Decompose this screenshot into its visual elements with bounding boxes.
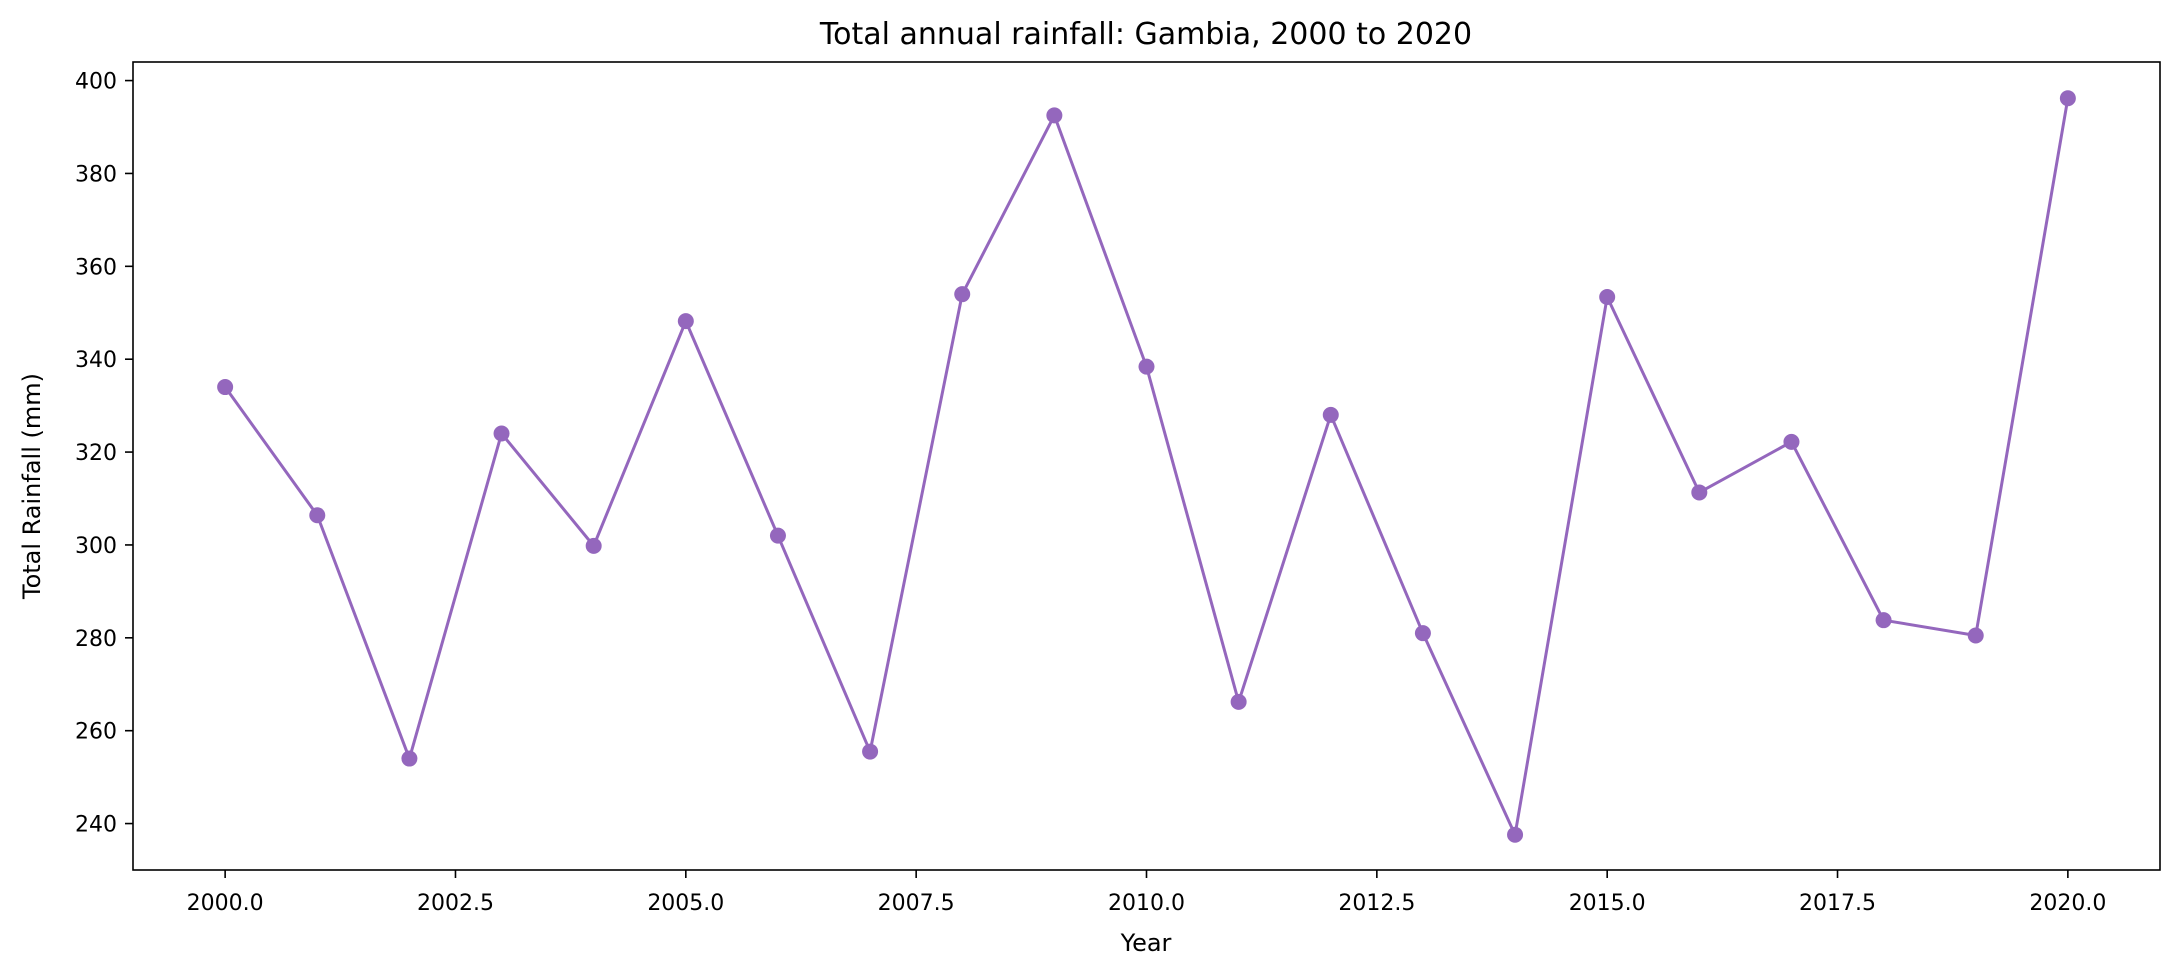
data-point	[769, 527, 786, 544]
y-tick-label: 300	[75, 534, 117, 559]
x-tick-label: 2000.0	[187, 891, 264, 916]
data-point	[1046, 107, 1063, 124]
y-tick-label: 280	[75, 627, 117, 652]
data-point	[1414, 625, 1431, 642]
data-point	[2059, 90, 2076, 107]
y-tick-label: 260	[75, 720, 117, 745]
data-point	[309, 507, 326, 524]
chart-title: Total annual rainfall: Gambia, 2000 to 2…	[819, 17, 1472, 52]
data-point	[1322, 406, 1339, 423]
x-tick-label: 2002.5	[417, 891, 494, 916]
data-point	[1875, 612, 1892, 629]
y-tick-label: 320	[75, 441, 117, 466]
data-point	[1691, 484, 1708, 501]
x-tick-label: 2015.0	[1569, 891, 1646, 916]
y-axis-label: Total Rainfall (mm)	[18, 373, 46, 600]
x-tick-label: 2007.5	[878, 891, 955, 916]
data-point	[1138, 358, 1155, 375]
data-point	[401, 750, 418, 767]
data-point	[677, 313, 694, 330]
plot-area: 240 260 280 300 320 340 360 380 400 2000.0 2002.5 2…	[75, 61, 2161, 916]
data-point	[585, 537, 602, 554]
x-tick-label: 2012.5	[1338, 891, 1415, 916]
data-point	[862, 743, 879, 760]
data-point	[493, 425, 510, 442]
data-point	[217, 379, 234, 396]
data-point	[1507, 826, 1524, 843]
x-tick-label: 2017.5	[1799, 891, 1876, 916]
data-point	[1230, 693, 1247, 710]
data-point	[1967, 627, 1984, 644]
y-tick-label: 240	[75, 813, 117, 838]
data-point	[1599, 288, 1616, 305]
x-axis-label: Year	[1120, 929, 1172, 957]
data-point	[954, 286, 971, 303]
data-point	[1783, 433, 1800, 450]
x-tick-label: 2020.0	[2029, 891, 2106, 916]
y-tick-label: 360	[75, 255, 117, 280]
x-tick-label: 2005.0	[647, 891, 724, 916]
y-tick-label: 340	[75, 348, 117, 373]
plot-frame	[132, 61, 2161, 871]
y-tick-label: 400	[75, 70, 117, 95]
y-tick-label: 380	[75, 162, 117, 187]
x-tick-label: 2010.0	[1108, 891, 1185, 916]
